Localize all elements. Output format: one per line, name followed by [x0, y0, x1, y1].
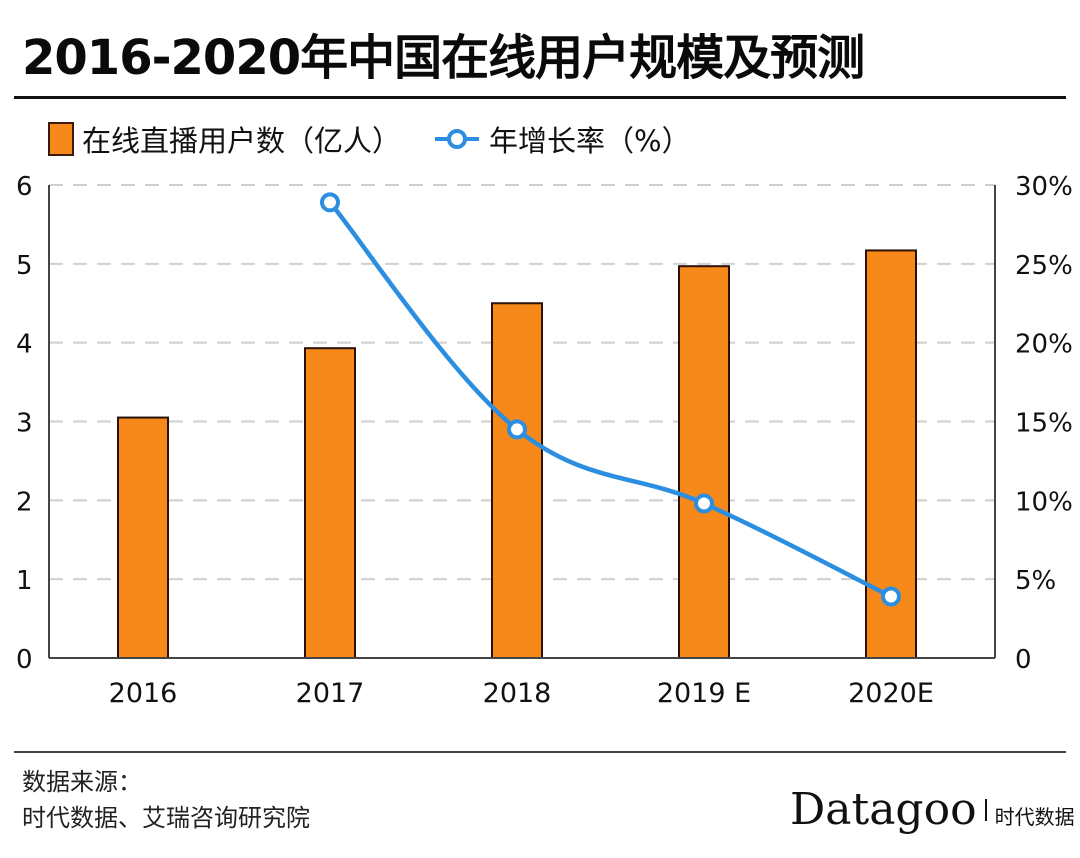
left-tick-label: 5: [16, 251, 33, 281]
bar-2016: [117, 416, 169, 659]
gridlines: [49, 184, 995, 581]
title-divider: [14, 96, 1066, 99]
growth-point: [881, 586, 901, 607]
left-tick-label: 0: [16, 645, 33, 675]
growth-point: [694, 493, 714, 514]
left-tick-label: 2: [16, 487, 33, 517]
source-label: 数据来源：: [22, 768, 142, 796]
right-tick-label: 20%: [1015, 330, 1073, 360]
logo-chinese: 时代数据: [994, 805, 1075, 829]
legend-line-marker-icon: [435, 129, 480, 149]
left-tick-label: 4: [16, 330, 33, 360]
legend-line-label: 年增长率（%）: [489, 124, 691, 158]
bar-2018: [491, 302, 543, 659]
x-tick-label: 2018: [483, 678, 552, 709]
x-tick-label: 2017: [296, 678, 365, 709]
right-tick-label: 10%: [1015, 487, 1073, 517]
source: 数据来源： 时代数据、艾瑞咨询研究院: [22, 764, 310, 836]
legend-bar-swatch: [48, 122, 74, 156]
logo: Datagoo 时代数据: [790, 784, 1075, 835]
right-tick-label: 5%: [1015, 566, 1056, 596]
right-tick-label: 0: [1015, 645, 1032, 675]
logo-separator: [984, 798, 987, 821]
legend: 在线直播用户数（亿人） 年增长率（%）: [48, 118, 691, 160]
right-tick-label: 30%: [1015, 172, 1073, 202]
bar-2019E: [678, 265, 730, 659]
left-tick-label: 6: [16, 172, 33, 202]
x-tick-label: 2020E: [848, 678, 934, 709]
axes: [48, 185, 996, 659]
x-tick-label: 2019 E: [657, 678, 751, 709]
bars: [117, 249, 917, 659]
left-tick-label: 1: [16, 566, 33, 596]
right-tick-label: 25%: [1015, 251, 1073, 281]
source-text: 时代数据、艾瑞咨询研究院: [22, 804, 310, 832]
logo-wordmark: Datagoo: [790, 784, 977, 835]
growth-point: [320, 192, 340, 213]
chart-area: 0 1 2 3 4 5 6 0 5% 10% 15% 20% 25% 30% 2016 2017 2018 201…: [16, 172, 1073, 709]
x-tick-label: 2016: [109, 678, 178, 709]
growth-line: [320, 192, 901, 607]
right-tick-label: 15%: [1015, 409, 1073, 439]
tick-labels: 0 1 2 3 4 5 6 0 5% 10% 15% 20% 25% 30% 2016 2017 2018 201…: [16, 172, 1073, 709]
bar-2017: [304, 347, 356, 659]
growth-line-path: [327, 200, 894, 599]
legend-bar-label: 在线直播用户数（亿人）: [82, 124, 402, 158]
left-tick-label: 3: [16, 409, 33, 439]
chart-title: 2016-2020年中国在线用户规模及预测: [22, 30, 865, 86]
growth-point: [507, 419, 527, 440]
footer-divider: [14, 751, 1066, 753]
